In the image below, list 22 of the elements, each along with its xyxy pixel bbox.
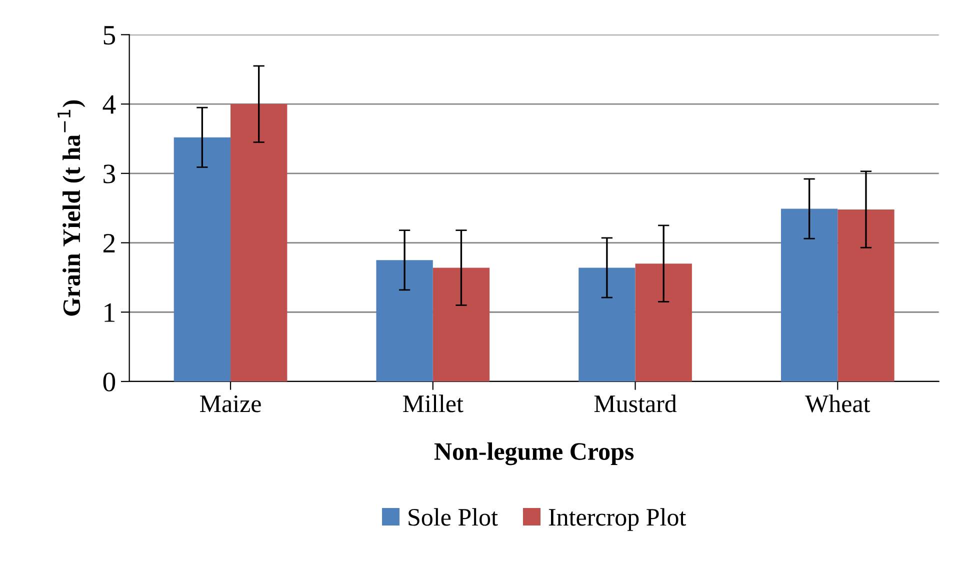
bar [780, 208, 838, 382]
bar [578, 268, 636, 382]
x-axis-title: Non-legume Crops [434, 442, 634, 466]
x-tick-label: Millet [403, 394, 464, 412]
y-tick-label: 0 [103, 372, 116, 392]
bar [376, 260, 433, 382]
y-tick-label: 1 [104, 303, 114, 322]
y-axis-title: Grain Yield (t ha$^{−1}$) [58, 100, 86, 316]
legend-label: Sole Plot [408, 508, 498, 526]
y-tick-label: 3 [104, 164, 116, 184]
y-tick-label: 4 [102, 95, 116, 114]
bar [230, 104, 288, 382]
y-tick-label: 2 [103, 234, 115, 252]
bar [432, 268, 490, 382]
x-tick-label: Wheat [805, 394, 870, 412]
bar [838, 209, 894, 382]
y-tick-label: 5 [104, 26, 116, 45]
x-tick-label: Mustard [594, 394, 677, 412]
bar [635, 264, 692, 382]
legend-label: Intercrop Plot [548, 508, 686, 531]
bar [174, 137, 231, 382]
x-tick-label: Maize [200, 395, 261, 412]
